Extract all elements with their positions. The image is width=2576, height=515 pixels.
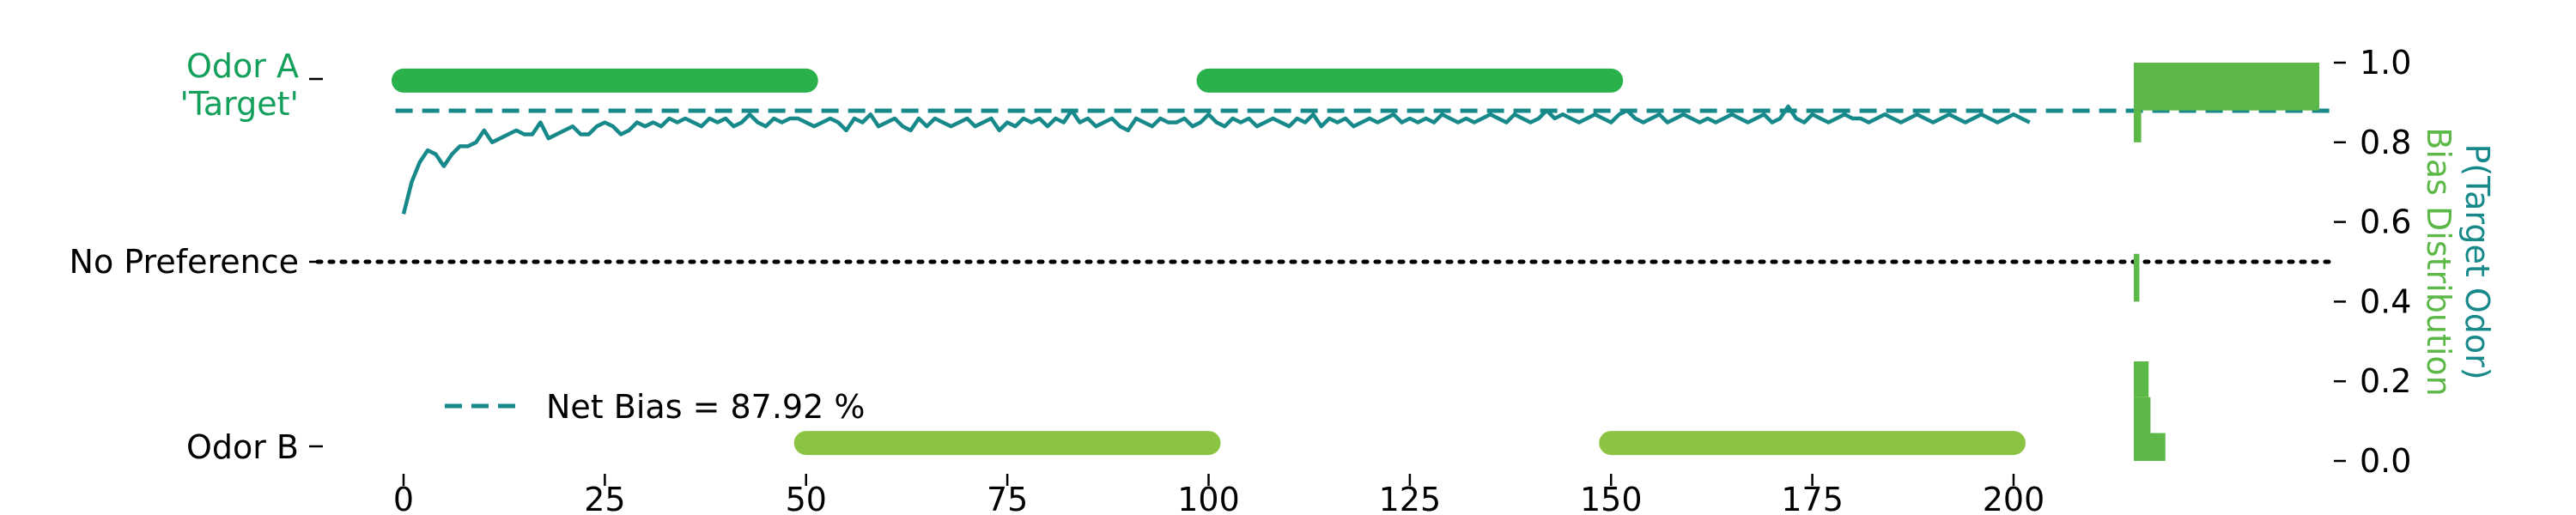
x-tick-label-200: 200 [1983, 481, 2045, 515]
x-tick-label-75: 75 [987, 481, 1028, 515]
hist-bar-5 [2134, 397, 2151, 433]
hist-bar-1 [2134, 63, 2319, 111]
legend: Net Bias = 87.92 % [445, 388, 865, 426]
hist-bar-4 [2134, 361, 2149, 397]
hist-bar-2 [2134, 110, 2142, 142]
legend-net-bias-label: Net Bias = 87.92 % [546, 388, 865, 426]
p-target-odor-line [401, 104, 2031, 215]
y-tick-label-0.2: 0.2 [2360, 362, 2411, 400]
y-tick-label-0.0: 0.0 [2360, 442, 2411, 480]
x-tick-label-150: 150 [1580, 481, 1643, 515]
y-tick-label-0.4: 0.4 [2360, 282, 2411, 320]
y-axis-title-p-target: P(Target Odor) [2458, 143, 2496, 379]
x-axis: 0 25 50 75 100 125 150 175 200 [393, 474, 2044, 515]
odor-b-label: Odor B [186, 428, 299, 466]
bias-histogram [2134, 63, 2319, 461]
x-tick-label-0: 0 [393, 481, 414, 515]
no-preference-label: No Preference [70, 243, 299, 281]
hist-bar-3 [2134, 253, 2140, 302]
x-tick-label-25: 25 [584, 481, 625, 515]
x-tick-label-100: 100 [1177, 481, 1240, 515]
x-tick-label-125: 125 [1379, 481, 1442, 515]
series-layer [401, 104, 2031, 215]
hist-bar-6 [2134, 433, 2166, 461]
odor-a-label: Odor A [186, 47, 299, 85]
odor-blocks [392, 68, 2026, 456]
y-tick-label-1.0: 1.0 [2360, 44, 2411, 82]
y-axis-title-bias-distribution: Bias Distribution [2420, 127, 2458, 396]
y-tick-label-0.6: 0.6 [2360, 203, 2411, 241]
x-tick-label-50: 50 [786, 481, 827, 515]
right-y-axis: 0.0 0.2 0.4 0.6 0.8 1.0 [2334, 44, 2411, 480]
reference-lines [315, 108, 2336, 264]
odor-a-target-label: 'Target' [180, 85, 299, 123]
x-tick-label-175: 175 [1781, 481, 1844, 515]
y-tick-label-0.8: 0.8 [2360, 124, 2411, 161]
